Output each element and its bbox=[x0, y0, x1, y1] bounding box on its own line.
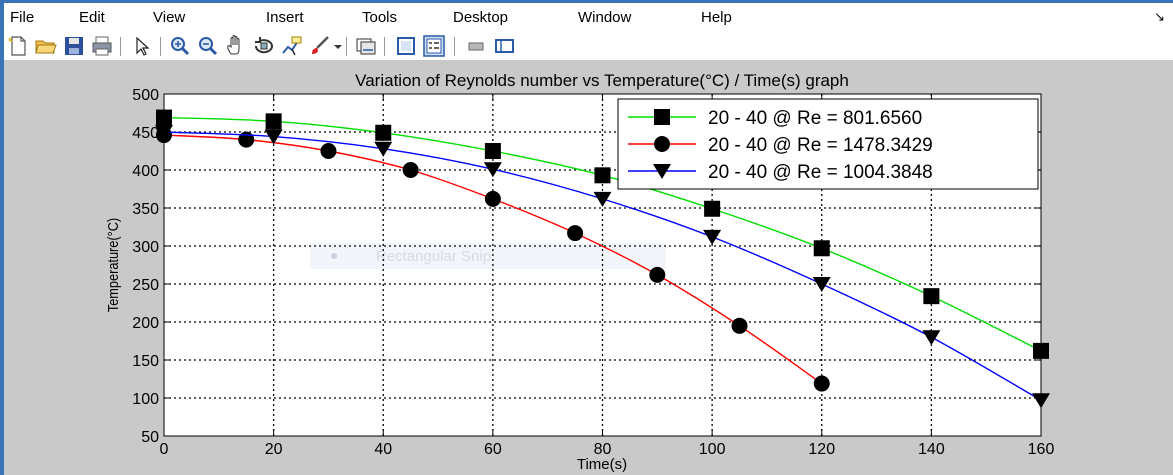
data-point-square bbox=[375, 124, 392, 141]
hide-plot-tools-icon[interactable] bbox=[464, 34, 488, 58]
data-point-square bbox=[265, 113, 282, 130]
print-icon[interactable] bbox=[90, 34, 114, 58]
data-point-square bbox=[704, 200, 721, 217]
data-cursor-icon[interactable] bbox=[280, 34, 304, 58]
menu-edit[interactable]: Edit bbox=[79, 9, 105, 26]
data-point-triangle bbox=[264, 129, 283, 145]
menu-help[interactable]: Help bbox=[701, 9, 732, 26]
brush-dropdown-icon[interactable] bbox=[326, 34, 342, 58]
y-tick-label: 250 bbox=[132, 277, 159, 294]
brush-icon[interactable] bbox=[308, 34, 332, 58]
data-point-triangle bbox=[1032, 393, 1050, 409]
data-point-square bbox=[923, 288, 940, 305]
show-plot-tools-icon[interactable] bbox=[492, 34, 516, 58]
chart-title: Variation of Reynolds number vs Temperat… bbox=[355, 71, 849, 90]
data-point-triangle bbox=[703, 229, 722, 245]
x-tick-label: 120 bbox=[808, 441, 835, 458]
x-tick-label: 80 bbox=[594, 441, 612, 458]
toolbar-separator bbox=[160, 37, 161, 56]
y-tick-label: 50 bbox=[141, 429, 159, 446]
x-tick-label: 40 bbox=[374, 441, 392, 458]
new-figure-icon[interactable] bbox=[6, 34, 30, 58]
menu-window[interactable]: Window bbox=[578, 9, 632, 26]
legend-icon[interactable] bbox=[422, 34, 446, 58]
menu-desktop[interactable]: Desktop bbox=[453, 9, 509, 26]
open-file-icon[interactable] bbox=[34, 34, 58, 58]
legend-label: 20 - 40 @ Re = 1478.3429 bbox=[708, 135, 933, 156]
rotate-3d-icon[interactable] bbox=[252, 34, 276, 58]
data-point-triangle bbox=[812, 277, 831, 292]
x-tick-label: 100 bbox=[699, 441, 726, 458]
x-tick-label: 140 bbox=[918, 441, 945, 458]
window-frame-top bbox=[0, 0, 1173, 3]
data-point-square bbox=[654, 109, 670, 125]
menu-view[interactable]: View bbox=[153, 9, 186, 26]
data-point-circle bbox=[484, 190, 501, 207]
watermark: Rectangular Snip bbox=[310, 243, 666, 269]
y-tick-label: 200 bbox=[132, 315, 159, 332]
legend[interactable]: 20 - 40 @ Re = 801.6560 20 - 40 @ Re = 14… bbox=[617, 98, 1039, 190]
toolbar-separator bbox=[384, 37, 385, 56]
data-point-triangle bbox=[374, 141, 393, 157]
figure-toolbar bbox=[4, 33, 1173, 61]
y-tick-label: 350 bbox=[132, 201, 159, 218]
zoom-out-icon[interactable] bbox=[196, 34, 220, 58]
data-point-square bbox=[1033, 342, 1049, 359]
data-point-circle bbox=[654, 136, 670, 152]
y-axis-label: Temperature(°C) bbox=[104, 218, 121, 312]
y-tick-label: 400 bbox=[132, 163, 159, 180]
data-point-triangle bbox=[922, 330, 941, 346]
x-axis-label: Time(s) bbox=[577, 456, 627, 473]
link-plot-icon[interactable] bbox=[354, 34, 378, 58]
toolbar-separator bbox=[346, 37, 347, 56]
data-point-circle bbox=[649, 266, 666, 283]
data-point-square bbox=[156, 109, 172, 126]
data-point-square bbox=[594, 167, 611, 184]
x-tick-label: 60 bbox=[484, 441, 502, 458]
data-point-circle bbox=[567, 225, 584, 242]
y-tick-label: 100 bbox=[132, 391, 159, 408]
y-tick-label: 300 bbox=[132, 239, 159, 256]
data-point-circle bbox=[320, 143, 337, 159]
data-point-circle bbox=[402, 162, 419, 178]
save-icon[interactable] bbox=[62, 34, 86, 58]
chart-svg: Rectangular Snip 0 20 40 60 80 100 120 140 160 50… bbox=[104, 71, 1055, 473]
legend-label: 20 - 40 @ Re = 801.6560 bbox=[708, 108, 922, 129]
window-frame-left bbox=[0, 0, 4, 475]
menu-insert[interactable]: Insert bbox=[266, 9, 304, 26]
toolbar-separator bbox=[120, 37, 121, 56]
data-point-circle bbox=[731, 317, 748, 334]
data-point-triangle bbox=[483, 162, 502, 178]
watermark-text: Rectangular Snip bbox=[376, 248, 491, 265]
colorbar-icon[interactable] bbox=[394, 34, 418, 58]
toolbar-separator bbox=[454, 37, 455, 56]
data-point-triangle bbox=[593, 191, 612, 207]
zoom-in-icon[interactable] bbox=[168, 34, 192, 58]
x-tick-label: 20 bbox=[265, 441, 283, 458]
y-tick-label: 450 bbox=[132, 125, 159, 142]
legend-label: 20 - 40 @ Re = 1004.3848 bbox=[708, 162, 933, 183]
pan-hand-icon[interactable] bbox=[224, 34, 248, 58]
data-point-triangle bbox=[653, 164, 671, 179]
x-tick-label: 160 bbox=[1028, 441, 1055, 458]
y-tick-label: 150 bbox=[132, 353, 159, 370]
data-point-square bbox=[813, 240, 830, 257]
y-tick-label: 500 bbox=[132, 87, 159, 104]
menu-overflow-icon[interactable]: ↘ bbox=[1154, 9, 1165, 24]
menu-file[interactable]: File bbox=[10, 9, 35, 26]
select-arrow-icon[interactable] bbox=[130, 34, 154, 58]
data-point-circle bbox=[813, 375, 830, 392]
data-point-square bbox=[484, 143, 501, 159]
menu-tools[interactable]: Tools bbox=[362, 9, 398, 26]
menu-bar: File Edit View Insert Tools Desktop Wind… bbox=[4, 3, 1173, 33]
x-tick-label: 0 bbox=[160, 441, 169, 458]
